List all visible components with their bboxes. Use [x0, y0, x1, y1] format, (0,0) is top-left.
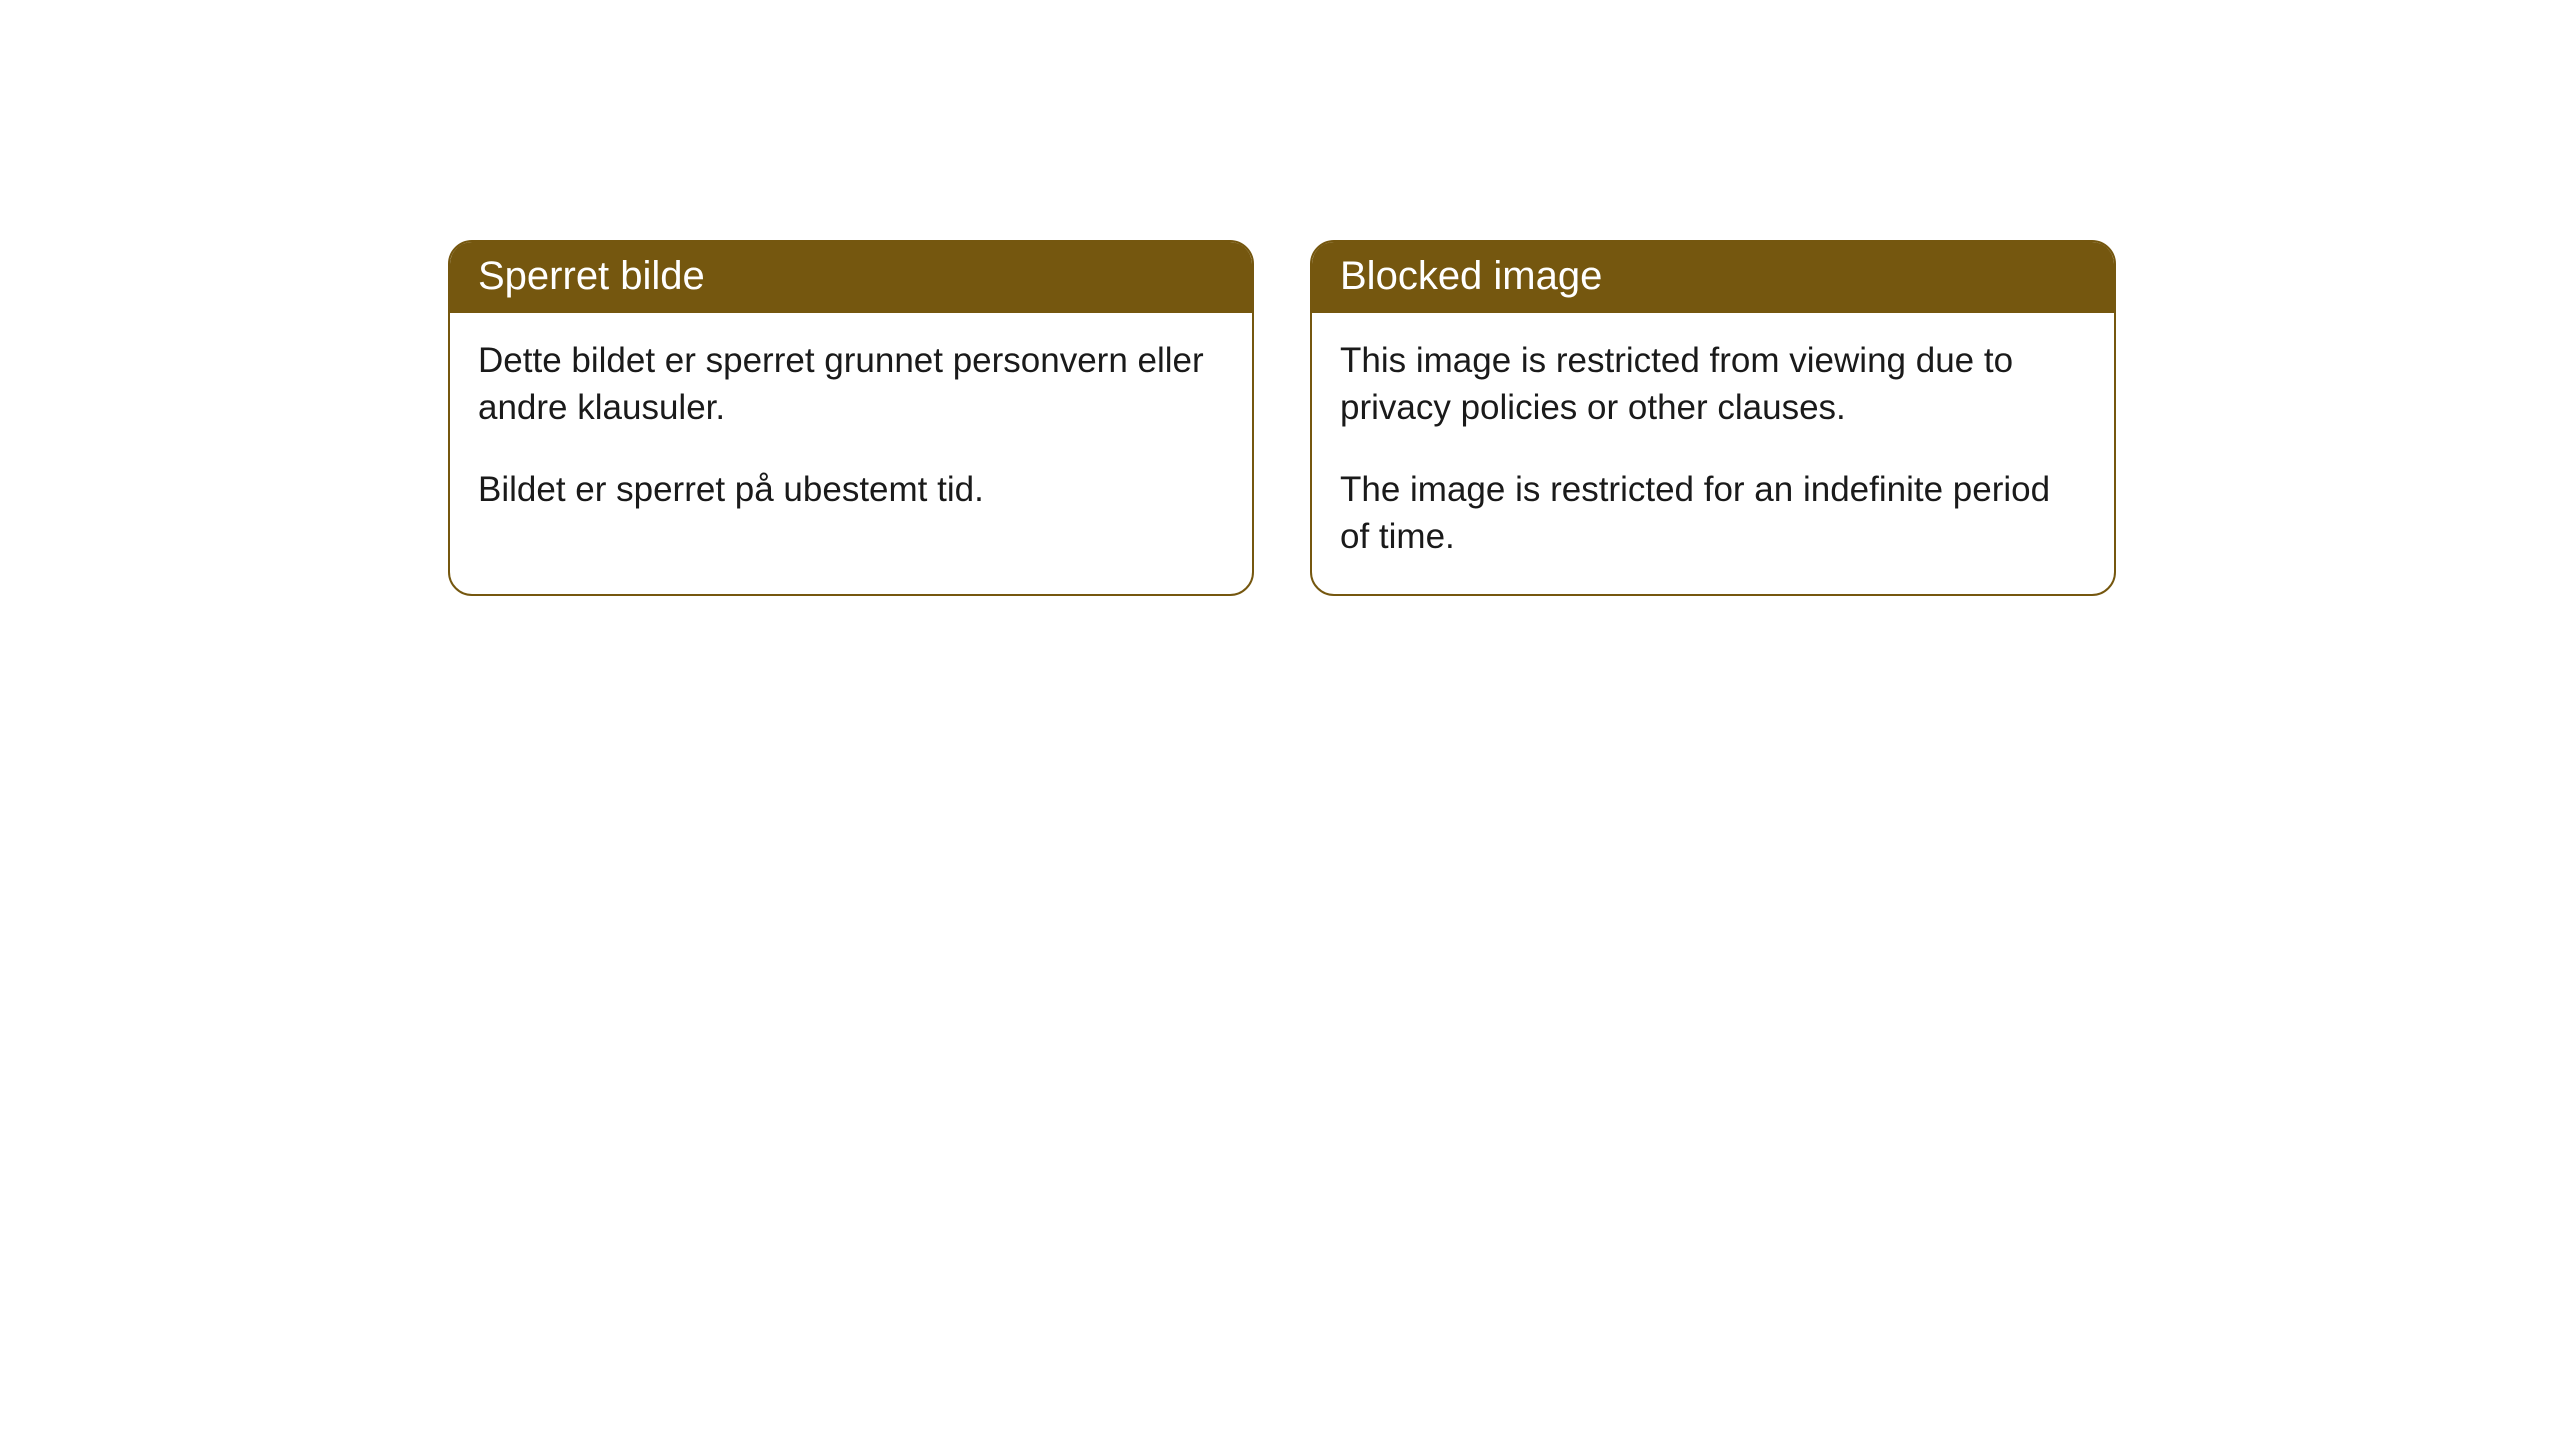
card-title: Sperret bilde — [478, 254, 705, 298]
blocked-image-card-english: Blocked image This image is restricted f… — [1310, 240, 2116, 596]
card-body: This image is restricted from viewing du… — [1312, 313, 2114, 594]
card-body: Dette bildet er sperret grunnet personve… — [450, 313, 1252, 547]
blocked-image-card-norwegian: Sperret bilde Dette bildet er sperret gr… — [448, 240, 1254, 596]
notice-container: Sperret bilde Dette bildet er sperret gr… — [0, 0, 2560, 596]
card-message-reason: Dette bildet er sperret grunnet personve… — [478, 337, 1224, 432]
card-title: Blocked image — [1340, 254, 1602, 298]
card-message-duration: Bildet er sperret på ubestemt tid. — [478, 466, 1224, 513]
card-header: Blocked image — [1312, 242, 2114, 313]
card-message-duration: The image is restricted for an indefinit… — [1340, 466, 2086, 561]
card-header: Sperret bilde — [450, 242, 1252, 313]
card-message-reason: This image is restricted from viewing du… — [1340, 337, 2086, 432]
